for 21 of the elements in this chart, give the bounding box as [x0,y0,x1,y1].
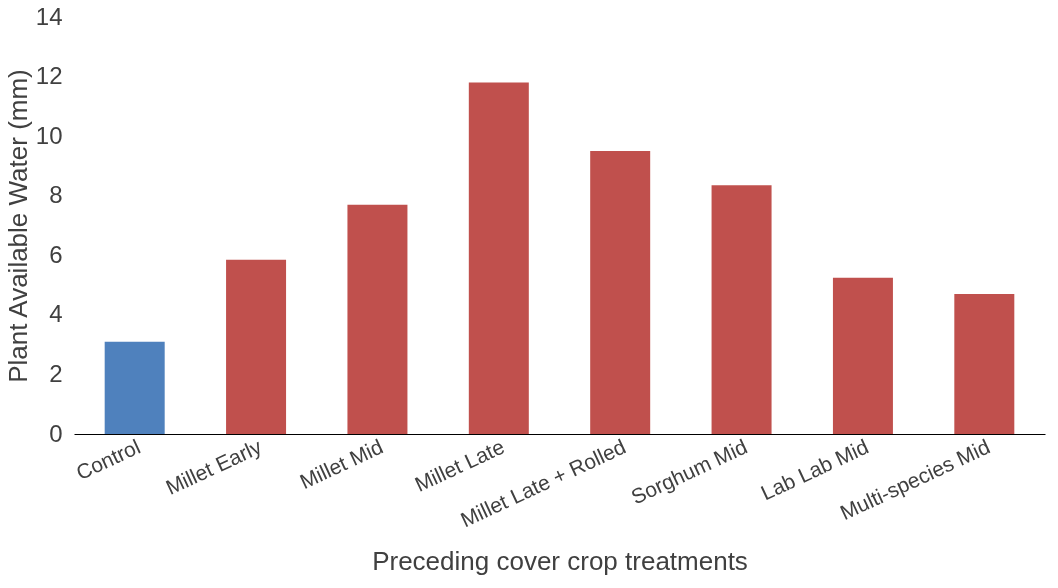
bar [832,277,893,434]
bar [347,204,408,434]
y-tick-label: 6 [49,240,63,268]
bar [104,341,165,434]
bar [711,185,772,434]
y-axis-title: Plant Available Water (mm) [2,69,33,383]
x-tick-label: Millet Mid [296,434,387,494]
y-tick-label: 12 [35,62,63,90]
bar [954,294,1015,434]
y-tick-label: 0 [49,419,63,447]
x-axis-title: Preceding cover crop treatments [372,546,748,577]
y-tick-label: 2 [49,359,63,387]
x-tick-label: Millet Early [162,434,266,499]
y-tick-label: 4 [49,300,63,328]
y-tick-label: 8 [49,181,63,209]
x-tick-label: Millet Late [411,434,508,496]
bar [226,259,287,434]
y-tick-label: 14 [35,2,63,30]
bar [590,151,651,434]
y-tick-label: 10 [35,121,63,149]
bar [468,82,529,434]
